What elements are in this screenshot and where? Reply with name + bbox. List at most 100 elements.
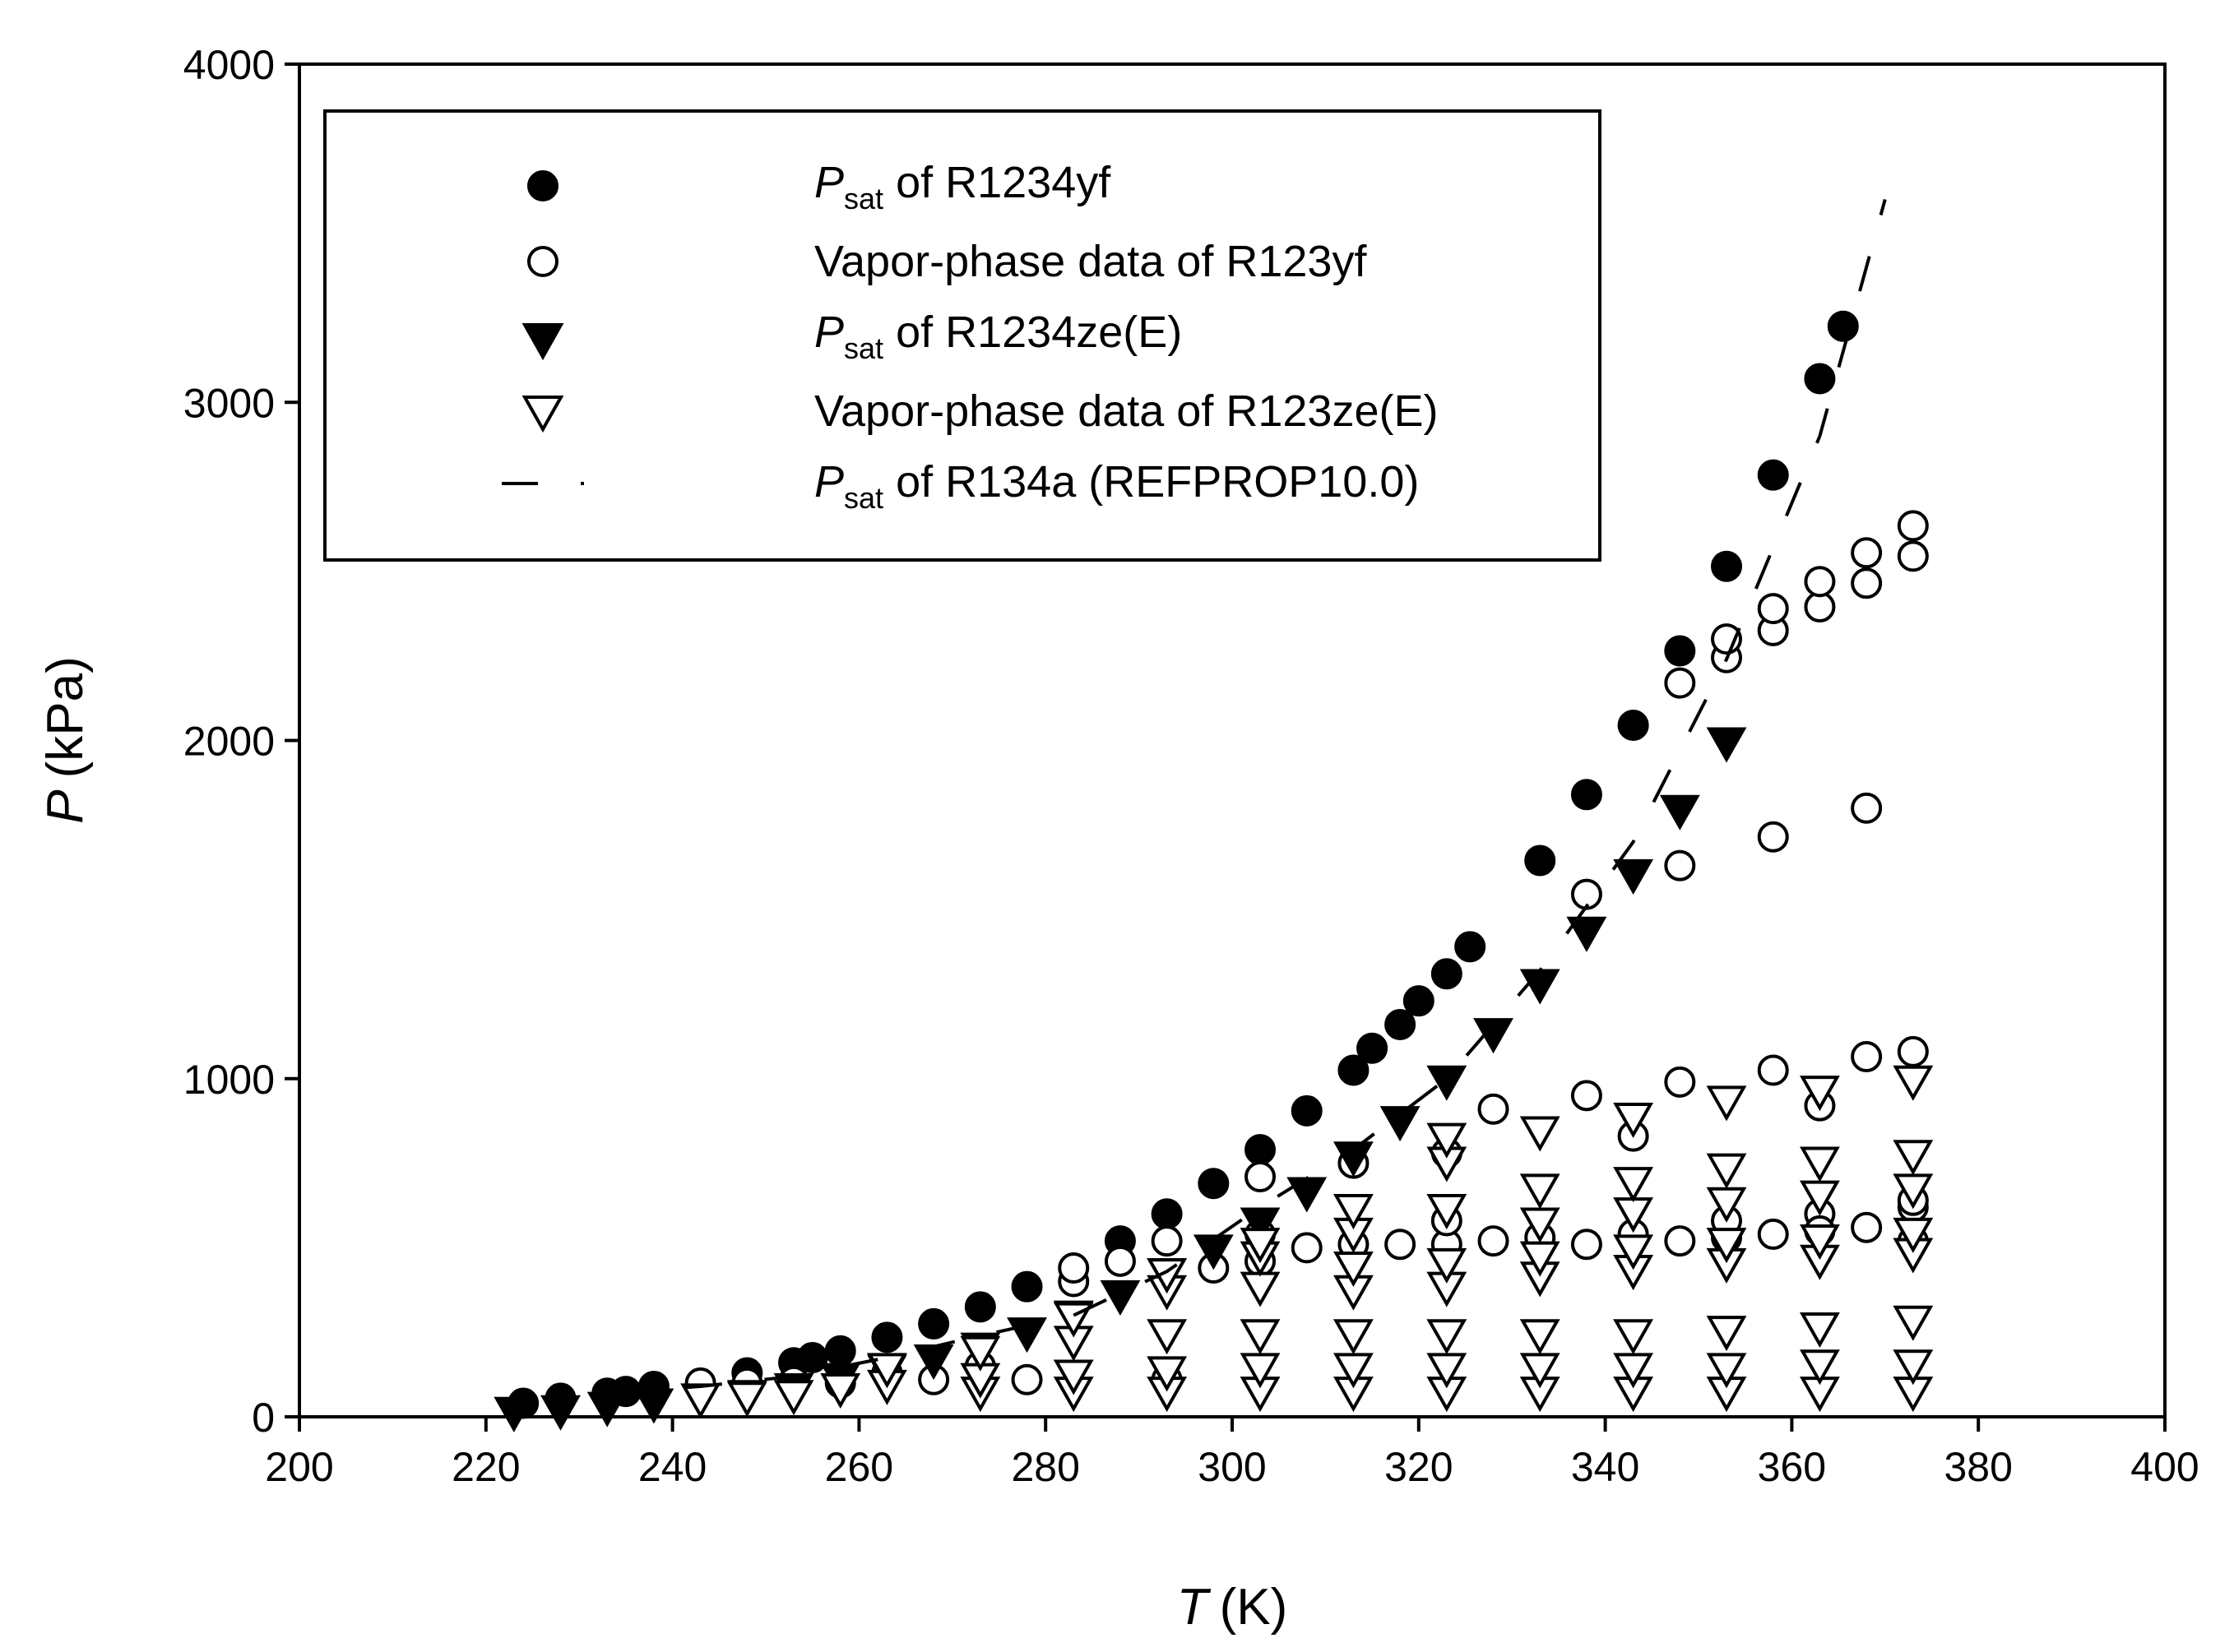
x-tick-label: 240 — [638, 1444, 707, 1490]
data-point — [1240, 1207, 1281, 1243]
data-point — [1617, 709, 1649, 741]
series-vapor_r1234yf — [684, 510, 1929, 1399]
legend-text: of R134a (REFPROP10.0) — [883, 457, 1419, 507]
data-point — [1757, 593, 1789, 625]
data-point — [1664, 1066, 1696, 1098]
data-point — [1198, 1168, 1230, 1200]
data-point — [871, 1321, 903, 1354]
x-tick-label: 300 — [1198, 1444, 1266, 1490]
data-point — [1897, 510, 1929, 542]
data-point — [1851, 792, 1883, 824]
data-point — [820, 1372, 861, 1409]
legend-label: Psat of R1234yf — [814, 158, 1111, 215]
data-point — [1100, 1279, 1141, 1316]
data-point — [1570, 1080, 1602, 1112]
data-point — [1426, 1065, 1467, 1101]
legend-marker-filled-circle — [527, 170, 558, 201]
y-tick-label: 0 — [252, 1395, 275, 1441]
data-point — [1519, 1241, 1560, 1277]
data-point — [494, 1396, 535, 1432]
legend-text: of R1234yf — [883, 158, 1111, 207]
data-point — [1291, 1094, 1323, 1127]
legend-subscript: sat — [844, 182, 883, 215]
data-point — [1058, 1252, 1090, 1284]
data-point — [1799, 1312, 1840, 1349]
y-axis-title: P (kPa) — [37, 656, 94, 824]
data-point — [1897, 540, 1929, 572]
data-point — [1519, 1207, 1560, 1243]
data-point — [1011, 1363, 1043, 1395]
legend-item-vapor-r1234ze: Vapor-phase data of R123ze(E) — [521, 386, 1438, 436]
data-point — [633, 1388, 674, 1424]
legend-symbol: P — [814, 158, 844, 207]
data-point — [726, 1381, 767, 1418]
data-point — [773, 1380, 814, 1416]
data-point — [1477, 1093, 1509, 1125]
data-point — [1151, 1225, 1183, 1257]
data-point — [1659, 794, 1700, 831]
legend-item-psat-r1234ze: Psat of R1234ze(E) — [521, 308, 1182, 365]
data-point — [1244, 1134, 1277, 1166]
legend-label: Vapor-phase data of R123yf — [814, 237, 1367, 286]
data-point — [1477, 1225, 1509, 1257]
data-point — [824, 1335, 856, 1367]
data-point — [1519, 1173, 1560, 1210]
x-tick-label: 380 — [1944, 1444, 2012, 1490]
x-axis: 200 220 240 260 280 300 320 340 360 380 400 — [265, 1417, 2199, 1490]
data-point — [1570, 779, 1602, 811]
data-point — [1711, 550, 1743, 582]
data-point — [1402, 985, 1434, 1017]
legend-marker-open-circle — [527, 246, 558, 277]
y-axis: 0 1000 2000 3000 4000 — [183, 42, 299, 1441]
data-point — [1799, 1224, 1840, 1261]
data-point — [1613, 1102, 1654, 1139]
legend-symbol: P — [814, 308, 844, 357]
data-point — [1426, 1194, 1467, 1230]
data-point — [1851, 537, 1883, 569]
data-point — [1244, 1161, 1277, 1193]
data-point — [1007, 1317, 1047, 1354]
data-point — [1286, 1177, 1328, 1213]
data-point — [1897, 1035, 1929, 1067]
x-axis-unit: (K) — [1220, 1579, 1288, 1636]
data-point — [1426, 1122, 1467, 1159]
data-point — [1566, 916, 1607, 952]
data-point — [586, 1391, 628, 1428]
y-tick-label: 1000 — [183, 1057, 275, 1103]
x-axis-title: T (K) — [1177, 1579, 1288, 1636]
legend-label: Psat of R134a (REFPROP10.0) — [814, 457, 1419, 515]
y-tick-label: 2000 — [183, 719, 275, 765]
data-point — [960, 1335, 1001, 1372]
data-point — [1524, 845, 1556, 877]
legend-subscript: sat — [844, 331, 883, 365]
data-point — [1426, 1247, 1467, 1284]
data-point — [964, 1291, 996, 1323]
legend-subscript: sat — [844, 481, 883, 515]
data-point — [1454, 931, 1486, 963]
legend: Psat of R1234yf Vapor-phase data of R123… — [323, 109, 1601, 562]
data-point — [1333, 1353, 1374, 1389]
data-point — [1240, 1228, 1281, 1264]
data-point — [1104, 1245, 1136, 1277]
data-point — [866, 1353, 907, 1389]
data-point — [1613, 1319, 1654, 1355]
data-point — [1706, 1316, 1747, 1352]
data-point — [1893, 1305, 1934, 1341]
data-point — [1827, 310, 1859, 342]
data-point — [1147, 1356, 1188, 1392]
data-point — [1613, 1353, 1654, 1389]
legend-item-psat-r134a: Psat of R134a (REFPROP10.0) — [502, 457, 1419, 515]
data-point — [680, 1383, 721, 1419]
series-line — [607, 198, 1887, 1395]
legend-symbol: P — [814, 457, 844, 507]
data-point — [1519, 1116, 1560, 1152]
data-point — [1757, 1054, 1789, 1086]
y-tick-label: 3000 — [183, 380, 275, 426]
data-point — [918, 1307, 950, 1340]
x-tick-label: 280 — [1011, 1444, 1079, 1490]
data-point — [1430, 958, 1462, 990]
y-axis-unit: (kPa) — [37, 656, 94, 778]
x-tick-label: 320 — [1384, 1444, 1453, 1490]
chart-marks — [494, 198, 1934, 1432]
data-point — [1291, 1232, 1323, 1264]
